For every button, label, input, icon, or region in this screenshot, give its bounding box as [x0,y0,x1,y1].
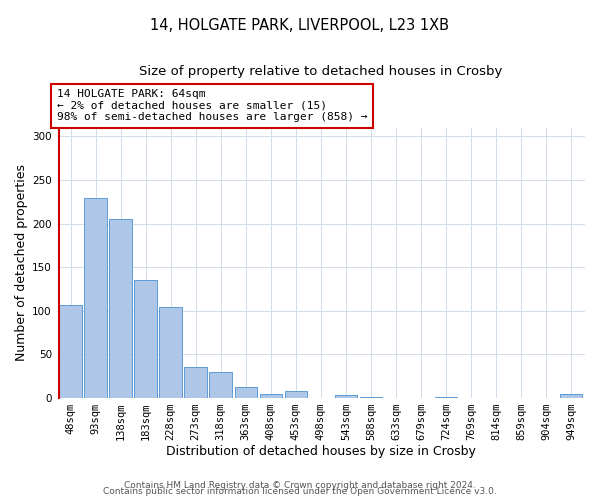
Bar [209,372,232,398]
Bar [134,280,157,398]
Bar [85,198,107,398]
Bar [260,394,282,398]
Text: Contains HM Land Registry data © Crown copyright and database right 2024.: Contains HM Land Registry data © Crown c… [124,481,476,490]
Text: 14 HOLGATE PARK: 64sqm
← 2% of detached houses are smaller (15)
98% of semi-deta: 14 HOLGATE PARK: 64sqm ← 2% of detached … [57,89,367,122]
X-axis label: Distribution of detached houses by size in Crosby: Distribution of detached houses by size … [166,444,476,458]
Bar [560,394,583,398]
Bar [59,304,82,398]
Bar [109,220,132,398]
Bar [284,391,307,398]
Y-axis label: Number of detached properties: Number of detached properties [15,164,28,362]
Text: Contains public sector information licensed under the Open Government Licence v3: Contains public sector information licen… [103,487,497,496]
Bar [235,386,257,398]
Bar [335,396,357,398]
Text: 14, HOLGATE PARK, LIVERPOOL, L23 1XB: 14, HOLGATE PARK, LIVERPOOL, L23 1XB [151,18,449,32]
Bar [184,366,207,398]
Bar [359,397,382,398]
Bar [435,397,457,398]
Bar [160,308,182,398]
Title: Size of property relative to detached houses in Crosby: Size of property relative to detached ho… [139,65,503,78]
